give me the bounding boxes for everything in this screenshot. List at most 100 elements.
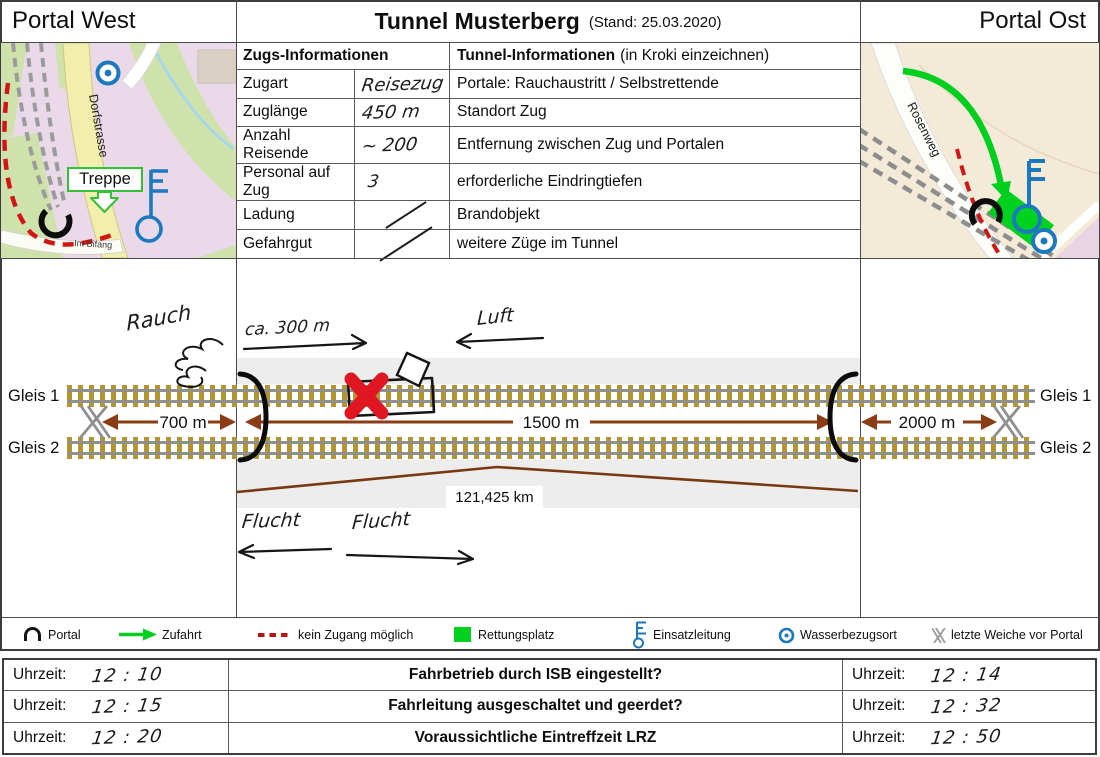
uhrzeit-cell-ost-2: Uhrzeit: 12 : 32 bbox=[843, 691, 1095, 721]
railway-tracks-west bbox=[11, 43, 66, 211]
hand-arrows bbox=[237, 332, 545, 566]
column-divider-east bbox=[860, 0, 861, 617]
wasserbezugsort-icon bbox=[778, 627, 795, 644]
info-eindringtiefen: erforderliche Eindringtiefen bbox=[450, 164, 860, 202]
field-gefahrgut[interactable] bbox=[355, 226, 450, 262]
zufahrt-arrow bbox=[902, 67, 1005, 186]
railway-tracks-east bbox=[861, 127, 1061, 258]
flucht-west-annotation: Flucht bbox=[240, 508, 302, 534]
treppe-arrow-icon bbox=[90, 191, 119, 213]
legend-weiche-label: letzte Weiche vor Portal bbox=[951, 627, 1083, 642]
portal-icon bbox=[24, 627, 41, 641]
weiche-icon-west bbox=[78, 405, 112, 439]
einsatzleitung-icon bbox=[135, 169, 168, 243]
table-row: Uhrzeit: 12 : 15 Fahrleitung ausgeschalt… bbox=[4, 691, 1095, 723]
uhrzeit-cell-ost-1: Uhrzeit: 12 : 14 bbox=[843, 660, 1095, 690]
gradient-profile bbox=[236, 465, 859, 494]
legend-no-access-label: kein Zugang möglich bbox=[298, 627, 414, 642]
legend-wasserbezugsort-label: Wasserbezugsort bbox=[800, 627, 897, 642]
treppe-label: Treppe bbox=[79, 170, 131, 188]
stream bbox=[151, 46, 235, 151]
field-ladung[interactable] bbox=[355, 200, 450, 230]
rettungsplatz-icon bbox=[454, 627, 471, 642]
row-label-personal: Personal auf Zug bbox=[236, 164, 355, 202]
flucht-east-annotation: Flucht bbox=[351, 507, 411, 535]
gleis2-label-east: Gleis 2 bbox=[1040, 439, 1092, 457]
row-label-zugart: Zugart bbox=[236, 70, 355, 99]
gleis2-label-west: Gleis 2 bbox=[8, 439, 60, 457]
train-position-x-mark bbox=[344, 372, 389, 420]
treppe-callout: Treppe bbox=[67, 167, 143, 192]
question-fahrleitung: Fahrleitung ausgeschaltet und geerdet? bbox=[229, 691, 843, 722]
gleis1-label-west: Gleis 1 bbox=[8, 387, 60, 405]
time-entry-west-2[interactable]: 12 : 15 bbox=[90, 694, 165, 719]
legend-top-line bbox=[0, 617, 1100, 618]
field-anzahl-reisende[interactable]: ~ 200 bbox=[355, 127, 450, 165]
no-access-dash-icon bbox=[258, 633, 292, 637]
header-divider-line bbox=[0, 42, 1100, 43]
weiche-icon bbox=[932, 628, 946, 643]
portal-arc-icon bbox=[38, 208, 73, 239]
table-row: Uhrzeit: 12 : 20 Voraussichtliche Eintre… bbox=[4, 722, 1095, 753]
no-access-line bbox=[2, 82, 116, 247]
side-road bbox=[121, 43, 162, 90]
portal-ost-title: Portal Ost bbox=[979, 7, 1086, 34]
time-entry-ost-3[interactable]: 12 : 50 bbox=[929, 726, 1004, 750]
distance-1500m-arrows bbox=[245, 414, 833, 430]
flucht-west-arrow bbox=[237, 543, 333, 560]
wasserbezugsort-icon bbox=[95, 60, 121, 86]
legend-einsatzleitung-label: Einsatzleitung bbox=[653, 627, 731, 642]
dist-west-label: 700 m bbox=[159, 413, 206, 432]
tunnel-header-note: (in Kroki einzeichnen) bbox=[620, 46, 770, 64]
field-zuglaenge[interactable]: 450 m bbox=[355, 98, 450, 128]
info-weitere-zuege: weitere Züge im Tunnel bbox=[457, 234, 619, 252]
smoke-squiggle bbox=[174, 338, 224, 388]
legend-rettungsplatz-label: Rettungsplatz bbox=[478, 627, 555, 642]
time-entry-ost-1[interactable]: 12 : 14 bbox=[929, 663, 1004, 687]
info-entfernung: Entfernung zwischen Zug und Portalen bbox=[450, 127, 860, 165]
portal-east-arc bbox=[827, 371, 859, 463]
luft-arrow bbox=[455, 332, 545, 350]
uhrzeit-label: Uhrzeit: bbox=[852, 728, 906, 746]
im-bifang-label: Im Bifang bbox=[74, 238, 113, 250]
time-entry-ost-2[interactable]: 12 : 32 bbox=[929, 694, 1004, 719]
flag-sketch bbox=[395, 351, 431, 388]
uhrzeit-label: Uhrzeit: bbox=[13, 697, 67, 715]
uhrzeit-label: Uhrzeit: bbox=[13, 728, 67, 746]
uhrzeit-cell-west-3: Uhrzeit: 12 : 20 bbox=[4, 722, 229, 753]
main-frame bbox=[0, 0, 1100, 651]
track-gleis-2 bbox=[67, 437, 1035, 459]
building bbox=[197, 49, 236, 84]
tunnel-name: Tunnel Musterberg bbox=[374, 7, 580, 34]
map-east-canvas: Rosenweg bbox=[861, 43, 1099, 258]
gleis1-label-east: Gleis 1 bbox=[1040, 387, 1092, 405]
map-portal-west: Dorfstrasse Im Bifang Treppe bbox=[1, 43, 236, 258]
row-label-anzahl-reisende: Anzahl Reisende bbox=[236, 127, 355, 165]
uhrzeit-cell-west-2: Uhrzeit: 12 : 15 bbox=[4, 691, 229, 722]
km-marker: 121,425 km bbox=[446, 486, 543, 509]
luft-annotation: Luft bbox=[476, 303, 515, 331]
uhrzeit-cell-ost-3: Uhrzeit: 12 : 50 bbox=[843, 723, 1095, 753]
info-portale: Portale: Rauchaustritt / Selbstrettende bbox=[450, 70, 860, 99]
gefahrgut-slash-mark bbox=[378, 226, 433, 262]
time-entry-west-3[interactable]: 12 : 20 bbox=[90, 726, 165, 750]
info-table: Zugs-Informationen Tunnel-Informationen … bbox=[236, 42, 860, 262]
field-zugart[interactable]: Reisezug bbox=[355, 70, 450, 99]
rosenweg-road bbox=[870, 43, 1014, 258]
dist-east-label: 2000 m bbox=[899, 413, 956, 432]
portal-west-arc bbox=[237, 371, 269, 463]
dist-tunnel-label: 1500 m bbox=[523, 413, 580, 432]
track-gleis-1 bbox=[67, 385, 1035, 407]
row-label-zuglaenge: Zuglänge bbox=[236, 98, 355, 128]
legend-portal-label: Portal bbox=[48, 627, 81, 642]
section-divider-line bbox=[0, 258, 1100, 259]
legend-bar: Portal Zufahrt kein Zugang möglich Rettu… bbox=[0, 618, 1100, 651]
green-areas bbox=[1, 43, 236, 258]
diagram-overlay: 700 m 1500 m 2000 m bbox=[78, 332, 1025, 566]
time-entry-west-1[interactable]: 12 : 10 bbox=[90, 663, 165, 687]
map-portal-ost: Rosenweg bbox=[861, 43, 1099, 258]
wasserbezugsort-icon bbox=[1031, 228, 1057, 254]
uhrzeit-cell-west-1: Uhrzeit: 12 : 10 bbox=[4, 660, 229, 691]
field-personal[interactable]: 3 bbox=[355, 164, 450, 202]
